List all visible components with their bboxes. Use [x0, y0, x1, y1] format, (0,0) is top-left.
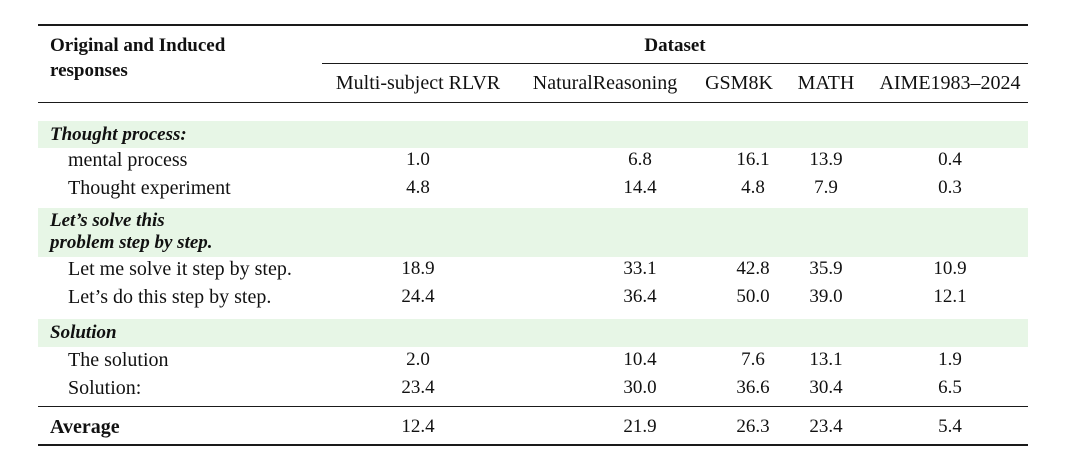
table-cell: 13.1 — [809, 349, 843, 370]
section-band-stepbystep — [38, 208, 1028, 257]
section-title-stepbystep-line1: Let’s solve this — [50, 210, 165, 231]
table-cell: 30.4 — [809, 377, 843, 398]
table-cell: 50.0 — [736, 286, 770, 307]
average-cell: 26.3 — [736, 416, 770, 437]
row-label-header-line1: Original and Induced — [50, 35, 226, 56]
table-cell: 14.4 — [623, 177, 657, 198]
table-cell: 13.9 — [809, 149, 843, 170]
dataset-group-title: Dataset — [644, 35, 706, 56]
average-cell: 5.4 — [938, 416, 962, 437]
table-cell: 1.0 — [406, 149, 430, 170]
table-cell: 39.0 — [809, 286, 843, 307]
section-title-thought: Thought process: — [50, 124, 187, 145]
row-label-header-line2: responses — [50, 60, 128, 81]
top-rule — [38, 24, 1028, 26]
table-cell: 23.4 — [401, 377, 435, 398]
table-cell: 36.6 — [736, 377, 770, 398]
row-label: The solution — [68, 349, 169, 371]
table-cell: 0.3 — [938, 177, 962, 198]
column-header-math: MATH — [797, 72, 855, 94]
header-bottom-rule — [38, 102, 1028, 103]
table-cell: 7.6 — [741, 349, 765, 370]
table-cell: 4.8 — [406, 177, 430, 198]
table-cell: 16.1 — [736, 149, 770, 170]
table-cell: 30.0 — [623, 377, 657, 398]
table-cell: 10.4 — [623, 349, 657, 370]
table-cell: 0.4 — [938, 149, 962, 170]
column-header-multisubject: Multi-subject RLVR — [335, 72, 501, 94]
table-cell: 33.1 — [623, 258, 657, 279]
table-cell: 10.9 — [933, 258, 967, 279]
table-cell: 2.0 — [406, 349, 430, 370]
table-cell: 24.4 — [401, 286, 435, 307]
section-band-solution — [38, 319, 1028, 347]
column-header-aime: AIME1983–2024 — [879, 72, 1021, 94]
bottom-rule — [38, 444, 1028, 446]
average-cell: 12.4 — [401, 416, 435, 437]
column-header-gsm8k: GSM8K — [705, 72, 773, 94]
row-label: mental process — [68, 149, 188, 171]
table-cell: 35.9 — [809, 258, 843, 279]
row-label: Let’s do this step by step. — [68, 286, 272, 308]
table-cell: 1.9 — [938, 349, 962, 370]
section-title-stepbystep-line2: problem step by step. — [50, 232, 213, 253]
dataset-group-rule — [322, 63, 1028, 64]
row-label: Thought experiment — [68, 177, 231, 199]
section-title-solution: Solution — [50, 322, 117, 343]
table-cell: 7.9 — [814, 177, 838, 198]
results-table: Original and Induced responses Dataset M… — [38, 0, 1028, 462]
column-header-naturalreasoning: NaturalReasoning — [532, 72, 678, 94]
table-cell: 4.8 — [741, 177, 765, 198]
row-label: Let me solve it step by step. — [68, 258, 292, 280]
table-cell: 12.1 — [933, 286, 967, 307]
table-cell: 42.8 — [736, 258, 770, 279]
average-top-rule — [38, 406, 1028, 407]
table-cell: 6.5 — [938, 377, 962, 398]
section-band-thought — [38, 121, 1028, 148]
table-cell: 6.8 — [628, 149, 652, 170]
table-cell: 18.9 — [401, 258, 435, 279]
average-cell: 23.4 — [809, 416, 843, 437]
average-label: Average — [50, 416, 120, 438]
average-cell: 21.9 — [623, 416, 657, 437]
row-label: Solution: — [68, 377, 142, 399]
table-cell: 36.4 — [623, 286, 657, 307]
